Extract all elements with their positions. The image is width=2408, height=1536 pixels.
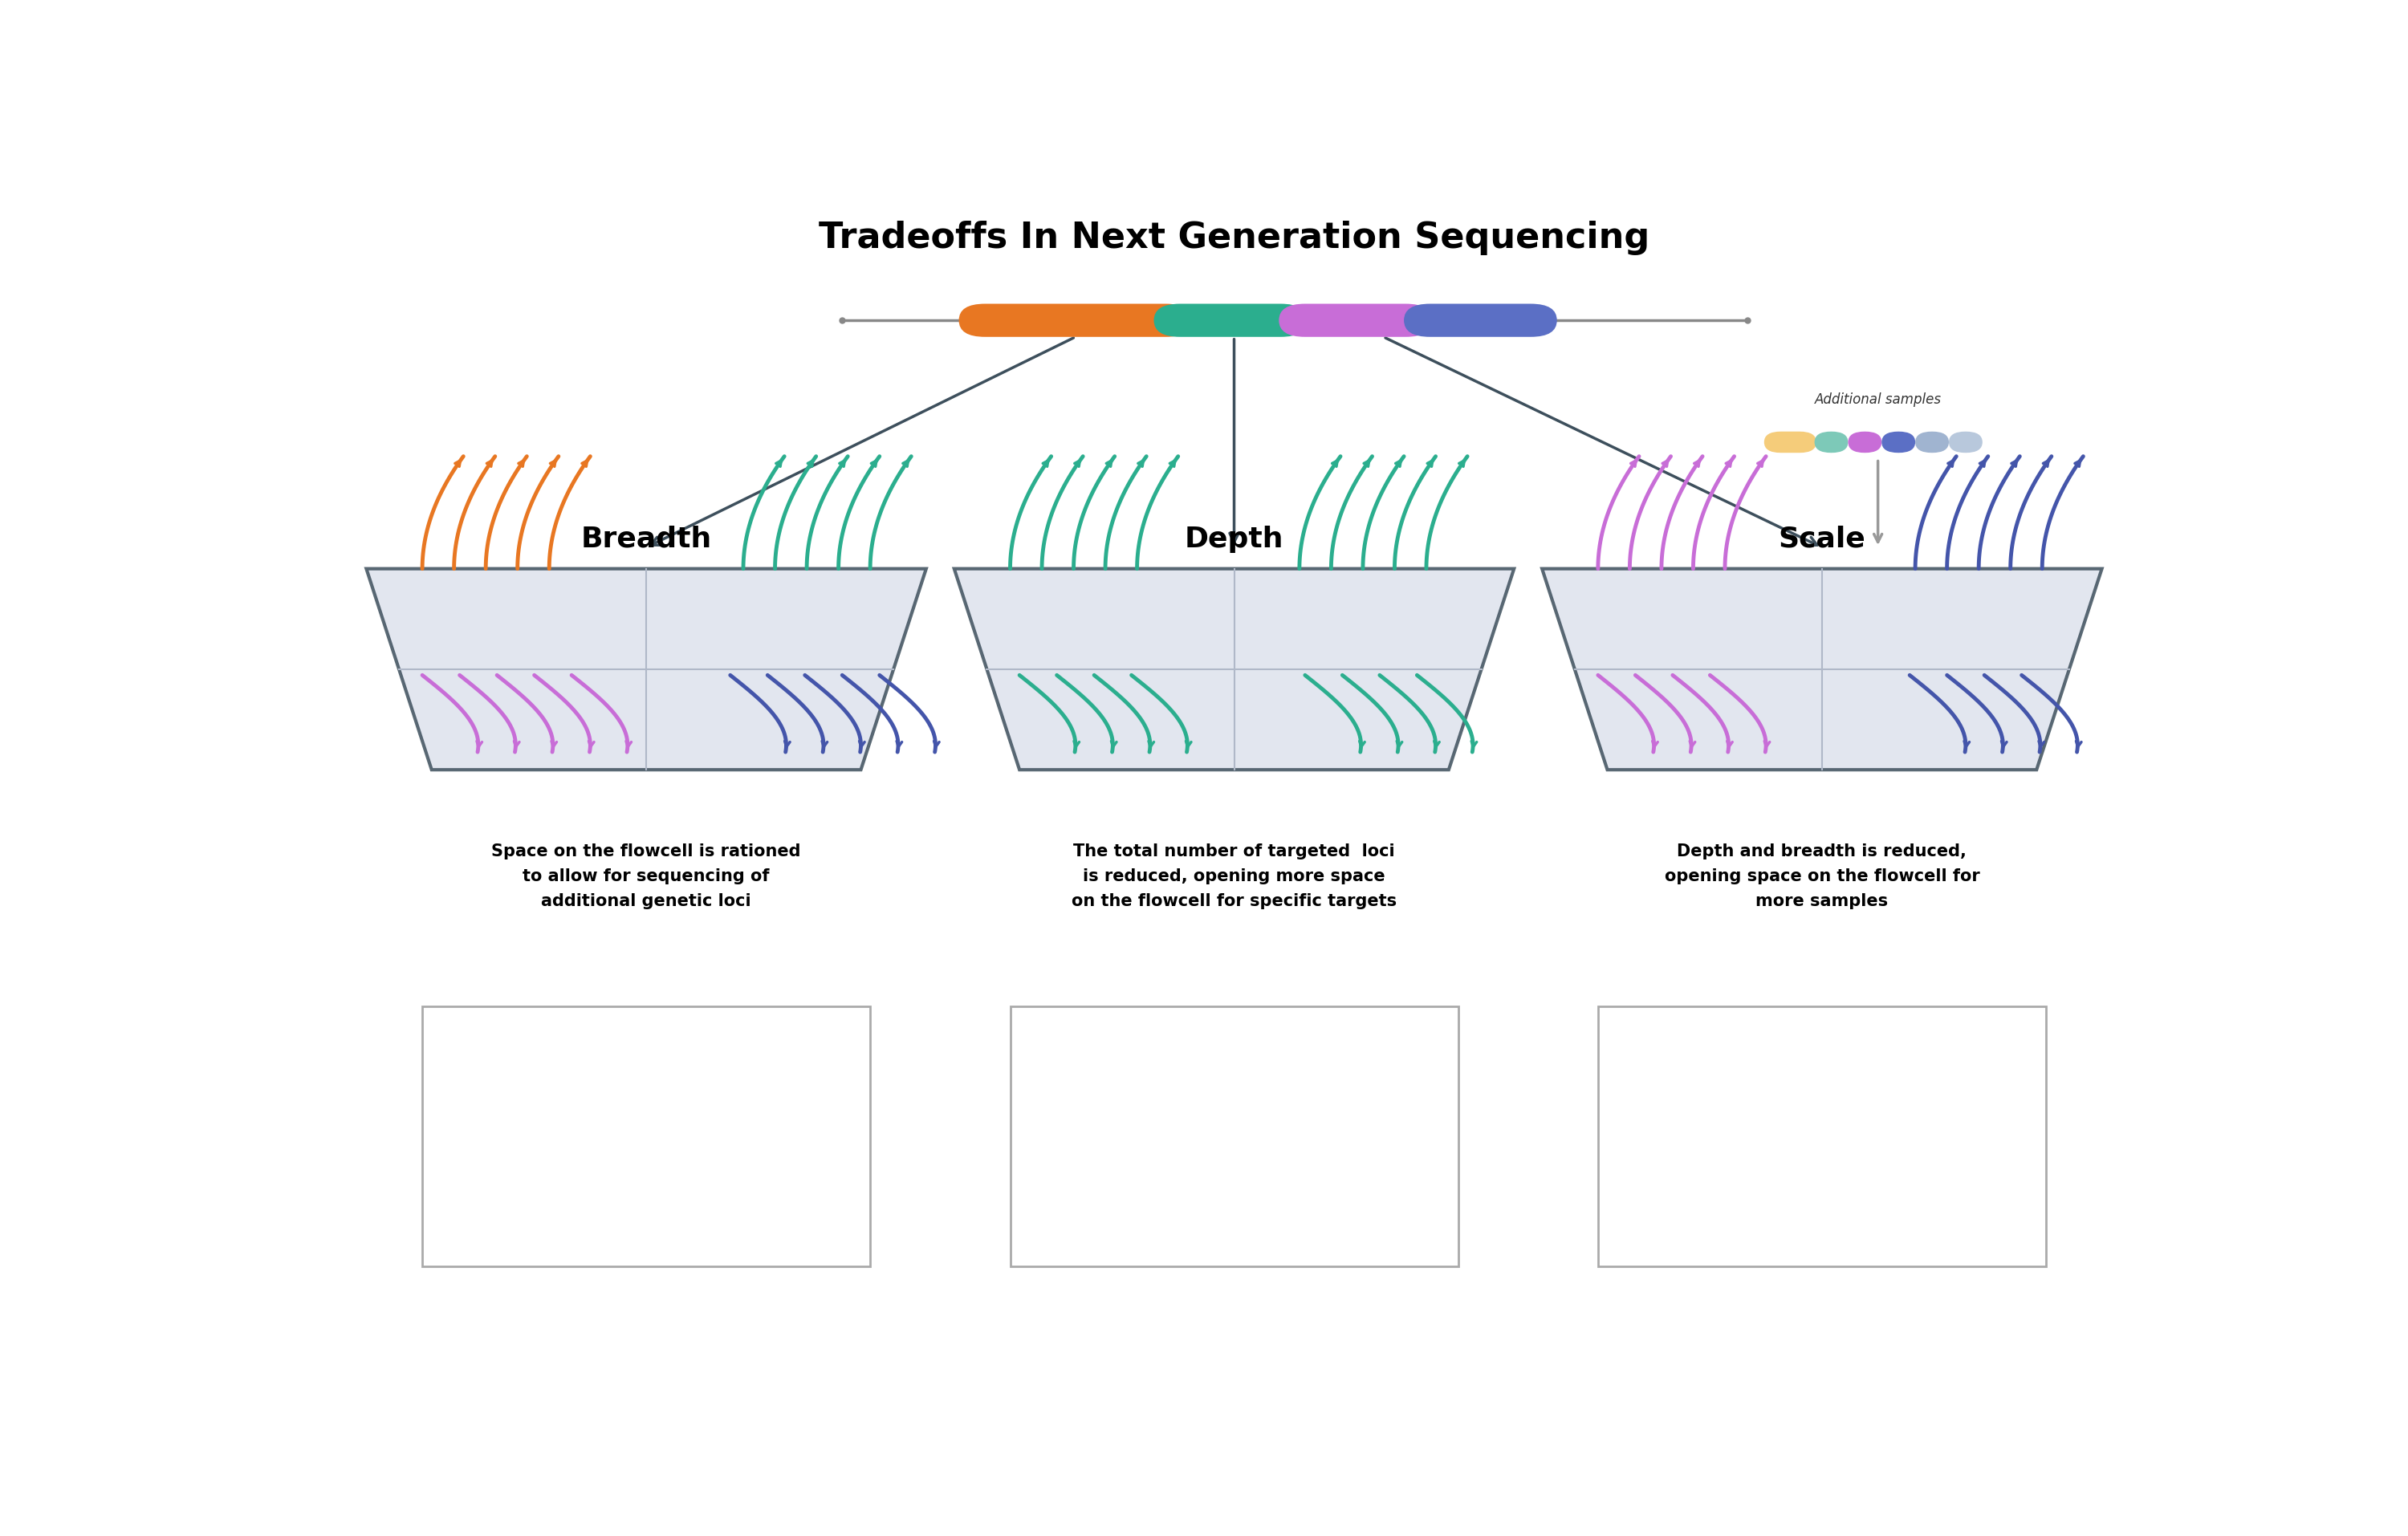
Text: Targets covered:: Targets covered:	[1043, 1121, 1173, 1137]
Text: Depth per target:: Depth per target:	[1043, 1195, 1180, 1210]
Text: Breadth: Breadth	[580, 525, 713, 553]
FancyBboxPatch shape	[1948, 432, 1982, 453]
Text: 2: 2	[2003, 1121, 2013, 1137]
FancyBboxPatch shape	[1011, 1006, 1457, 1267]
Text: Targets covered:: Targets covered:	[455, 1121, 585, 1137]
FancyBboxPatch shape	[1153, 304, 1308, 336]
Text: 1: 1	[1413, 1121, 1426, 1137]
FancyBboxPatch shape	[1816, 432, 1847, 453]
FancyBboxPatch shape	[1914, 432, 1948, 453]
Text: 5x: 5x	[1994, 1195, 2013, 1210]
Text: The total number of targeted  loci
is reduced, opening more space
on the flowcel: The total number of targeted loci is red…	[1072, 843, 1397, 909]
FancyBboxPatch shape	[1404, 304, 1558, 336]
Polygon shape	[954, 568, 1515, 770]
Text: Depth: Depth	[1185, 525, 1283, 553]
Polygon shape	[1541, 568, 2102, 770]
FancyBboxPatch shape	[1765, 432, 1816, 453]
FancyBboxPatch shape	[1279, 304, 1433, 336]
Text: 20x: 20x	[1397, 1195, 1426, 1210]
FancyBboxPatch shape	[958, 304, 1192, 336]
Text: Space on the flowcell is rationed
to allow for sequencing of
additional genetic : Space on the flowcell is rationed to all…	[491, 843, 802, 909]
Text: 1: 1	[1413, 1049, 1426, 1063]
Text: 4: 4	[826, 1121, 836, 1137]
FancyBboxPatch shape	[1847, 432, 1881, 453]
Text: Targets covered:: Targets covered:	[1633, 1121, 1760, 1137]
Text: Tradeoffs In Next Generation Sequencing: Tradeoffs In Next Generation Sequencing	[819, 220, 1649, 255]
FancyBboxPatch shape	[421, 1006, 869, 1267]
Text: Additional samples: Additional samples	[1816, 392, 1941, 407]
Polygon shape	[366, 568, 927, 770]
Text: Depth per target:: Depth per target:	[1633, 1195, 1767, 1210]
Text: Depth per target:: Depth per target:	[455, 1195, 592, 1210]
Text: Samples per run:: Samples per run:	[1633, 1049, 1765, 1063]
Text: Samples per run:: Samples per run:	[1043, 1049, 1178, 1063]
Text: Depth and breadth is reduced,
opening space on the flowcell for
more samples: Depth and breadth is reduced, opening sp…	[1664, 843, 1979, 909]
Text: 1: 1	[826, 1049, 836, 1063]
Text: 5x: 5x	[816, 1195, 836, 1210]
FancyBboxPatch shape	[1599, 1006, 2047, 1267]
Text: Samples per run:: Samples per run:	[455, 1049, 590, 1063]
Text: Scale: Scale	[1777, 525, 1866, 553]
Text: 2: 2	[2003, 1049, 2013, 1063]
FancyBboxPatch shape	[1881, 432, 1914, 453]
